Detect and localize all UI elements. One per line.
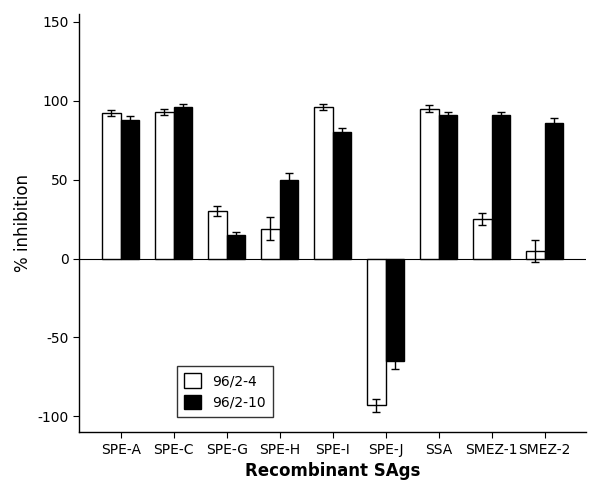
Bar [491, 115, 510, 258]
Bar [526, 250, 545, 258]
Bar [545, 123, 563, 258]
Bar [439, 115, 457, 258]
Bar [386, 258, 404, 361]
Bar [155, 112, 173, 258]
Bar [227, 235, 245, 258]
Bar [473, 219, 491, 258]
Y-axis label: % inhibition: % inhibition [14, 174, 32, 272]
Bar [121, 120, 139, 258]
Bar [261, 229, 280, 258]
Bar [420, 109, 439, 258]
Bar [367, 258, 386, 405]
Bar [280, 180, 298, 258]
Bar [102, 113, 121, 258]
Bar [314, 107, 332, 258]
Legend: 96/2-4, 96/2-10: 96/2-4, 96/2-10 [178, 367, 272, 417]
Bar [332, 132, 351, 258]
Bar [173, 107, 192, 258]
X-axis label: Recombinant SAgs: Recombinant SAgs [245, 462, 420, 480]
Bar [208, 211, 227, 258]
